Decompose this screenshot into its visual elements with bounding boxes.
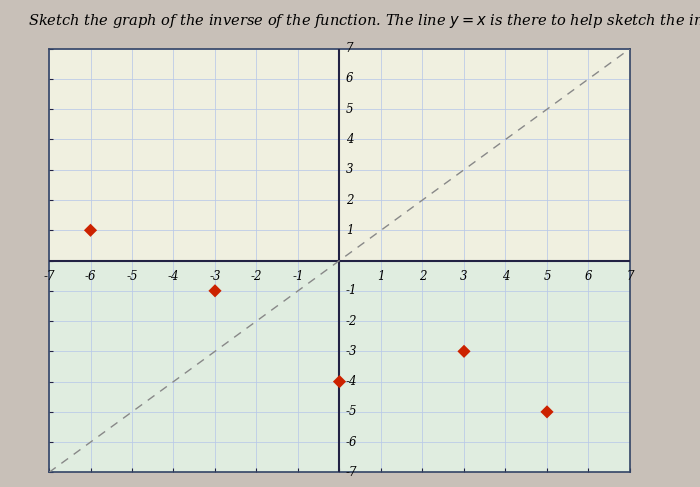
Text: 5: 5 [543,270,551,282]
Text: -7: -7 [43,270,55,282]
Text: 3: 3 [346,163,354,176]
Text: -5: -5 [346,405,357,418]
Text: -1: -1 [346,284,357,297]
Text: 4: 4 [346,133,354,146]
Text: 7: 7 [346,42,354,55]
Text: 2: 2 [346,193,354,206]
Text: Sketch the graph of the inverse of the function. The line $y = x$ is there to he: Sketch the graph of the inverse of the f… [28,12,700,30]
Text: 6: 6 [584,270,592,282]
Text: -6: -6 [85,270,97,282]
Text: -7: -7 [346,466,357,479]
Point [209,287,220,295]
Text: 5: 5 [346,103,354,116]
Text: 1: 1 [377,270,385,282]
Text: -5: -5 [126,270,138,282]
Text: -4: -4 [168,270,179,282]
Text: 1: 1 [346,224,354,237]
Text: -2: -2 [346,315,357,328]
Text: 4: 4 [502,270,509,282]
Point [334,378,345,386]
Text: 3: 3 [460,270,468,282]
Point [458,347,470,355]
Text: -3: -3 [346,345,357,358]
Text: 7: 7 [626,270,634,282]
Text: -4: -4 [346,375,357,388]
Point [85,226,96,234]
Text: -3: -3 [209,270,220,282]
Text: -1: -1 [292,270,304,282]
Point [541,408,552,416]
Text: -6: -6 [346,436,357,449]
Text: -2: -2 [251,270,262,282]
Text: 6: 6 [346,73,354,85]
Bar [49,261,630,472]
Text: 2: 2 [419,270,426,282]
